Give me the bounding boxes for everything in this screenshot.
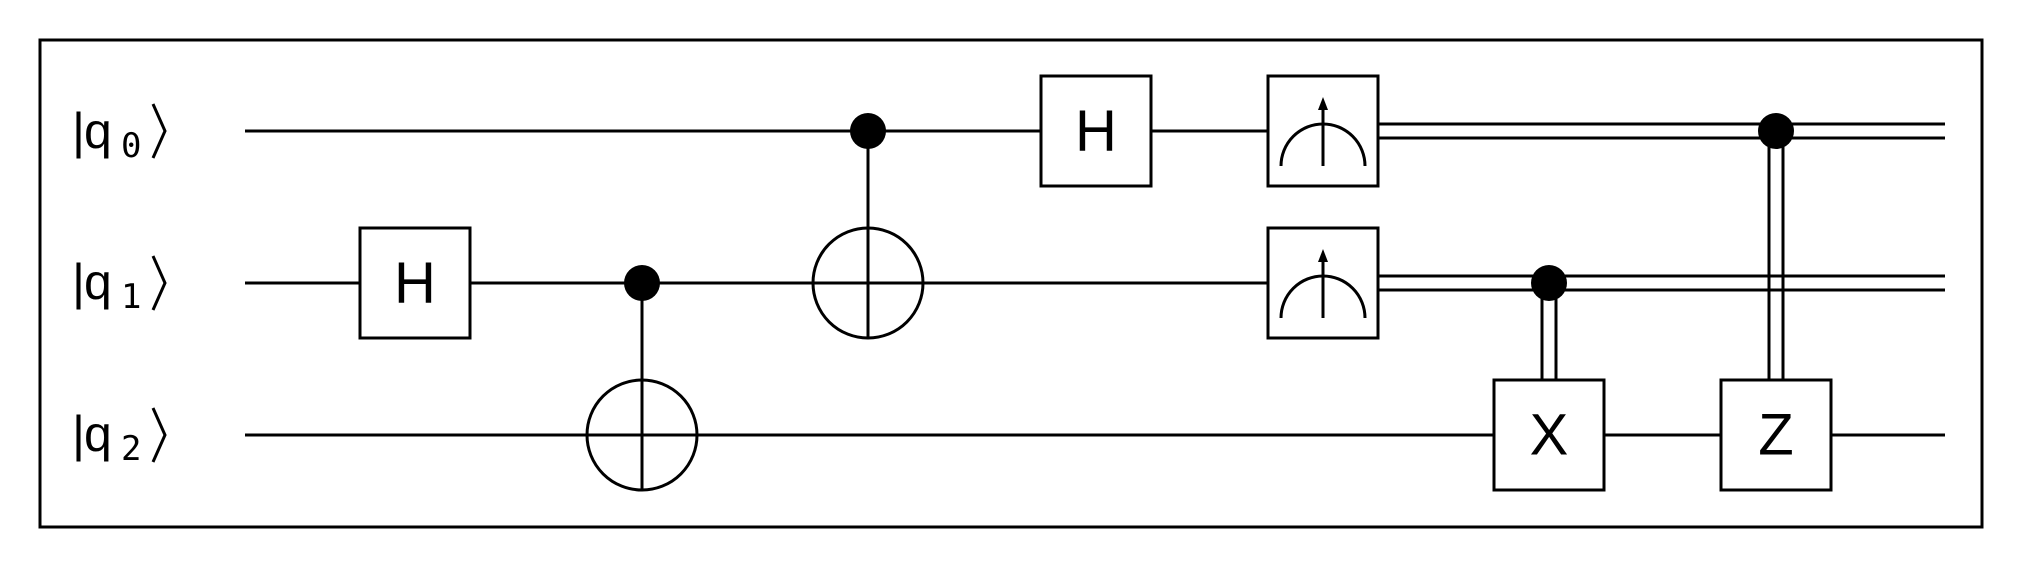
meter-icon	[1279, 97, 1367, 167]
classical-wire-q1	[1378, 274, 1945, 292]
svg-text:1: 1	[121, 277, 141, 317]
control-dot	[1531, 265, 1567, 301]
qubit-label-q0: | q 0	[72, 103, 167, 166]
measurement-q0	[1266, 74, 1380, 188]
control-dot	[1758, 113, 1794, 149]
classically-controlled-x-gate: X	[1492, 265, 1606, 492]
classical-wire-q0	[1378, 122, 1945, 140]
ket-bracket	[151, 103, 167, 159]
qubit-label-q1: | q 1	[72, 254, 167, 317]
svg-text:q: q	[84, 103, 112, 159]
svg-text:|: |	[72, 103, 85, 159]
svg-text:q: q	[84, 406, 112, 462]
cnot-gate-q0-q1	[811, 113, 925, 340]
svg-text:q: q	[84, 254, 112, 310]
meter-icon	[1279, 249, 1367, 319]
svg-text:0: 0	[121, 126, 141, 166]
control-dot	[624, 265, 660, 301]
svg-text:|: |	[72, 254, 85, 310]
hadamard-gate-q1: H	[358, 226, 472, 340]
svg-text:Z: Z	[1758, 403, 1793, 468]
qubit-label-q2: | q 2	[72, 406, 167, 469]
svg-text:2: 2	[121, 429, 141, 469]
control-dot	[850, 113, 886, 149]
measurement-q1	[1266, 226, 1380, 340]
svg-text:H: H	[1075, 99, 1117, 164]
ket-bracket	[151, 407, 167, 463]
svg-text:H: H	[394, 251, 436, 316]
diagram-frame	[38, 38, 1984, 529]
hadamard-gate-q0: H	[1039, 74, 1153, 188]
classically-controlled-z-gate: Z	[1719, 113, 1833, 492]
svg-text:|: |	[72, 406, 85, 462]
svg-text:X: X	[1530, 403, 1569, 468]
ket-bracket	[151, 255, 167, 311]
cnot-gate-q1-q2	[585, 265, 699, 492]
